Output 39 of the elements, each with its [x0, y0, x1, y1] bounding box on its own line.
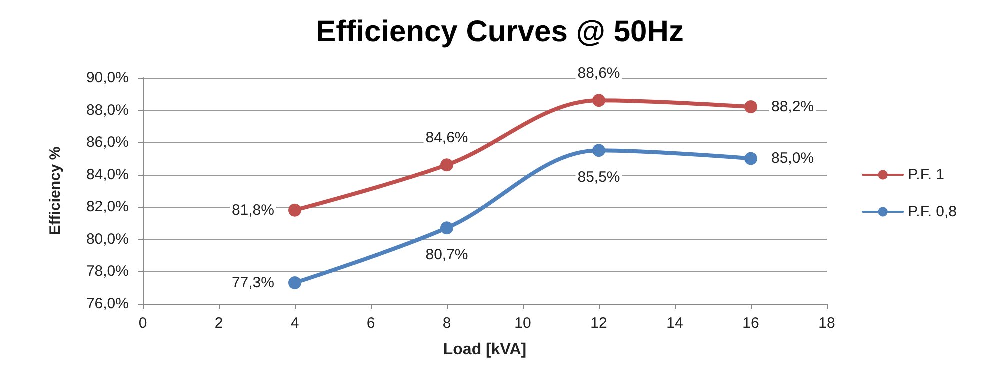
point	[744, 152, 758, 166]
legend-label: P.F. 1	[908, 166, 944, 184]
point	[288, 204, 302, 217]
point	[744, 100, 758, 114]
legend-label: P.F. 0,8	[908, 204, 958, 220]
data-label: 88,6%	[578, 65, 620, 82]
x-axis-title: Load [kVA]	[443, 342, 527, 358]
x-tick-label: 12	[590, 315, 608, 332]
y-tick-label: 82,0%	[86, 198, 129, 216]
y-tick-label: 88,0%	[86, 102, 129, 119]
point	[288, 276, 302, 290]
x-tick-label: 18	[818, 315, 836, 332]
x-tick-label: 6	[366, 315, 376, 332]
y-tick-label: 84,0%	[86, 166, 129, 184]
point	[592, 144, 606, 158]
x-tick-label: 14	[666, 315, 684, 332]
data-label: 84,6%	[426, 130, 468, 147]
y-tick-label: 76,0%	[86, 296, 129, 312]
data-label: 80,7%	[426, 246, 468, 264]
data-label: 81,8%	[232, 202, 274, 219]
y-tick-label: 86,0%	[86, 134, 129, 152]
y-axis-title: Efficiency %	[47, 146, 64, 236]
point	[440, 158, 454, 172]
data-label: 85,0%	[772, 150, 814, 168]
point	[592, 94, 606, 108]
y-tick-label: 80,0%	[86, 230, 129, 248]
x-tick-label: 10	[514, 315, 532, 332]
data-label: 88,2%	[772, 98, 814, 116]
x-tick-label: 0	[138, 315, 148, 332]
x-tick-label: 16	[742, 315, 760, 332]
y-tick-label: 90,0%	[86, 70, 129, 86]
x-tick-label: 4	[290, 315, 300, 332]
data-label: 77,3%	[232, 274, 274, 292]
x-tick-label: 2	[214, 315, 224, 332]
point	[440, 222, 454, 235]
y-tick-label: 78,0%	[86, 263, 129, 280]
chart-title: Efficiency Curves @ 50Hz	[316, 16, 684, 48]
x-tick-label: 8	[442, 315, 452, 332]
data-label: 85,5%	[578, 169, 620, 186]
